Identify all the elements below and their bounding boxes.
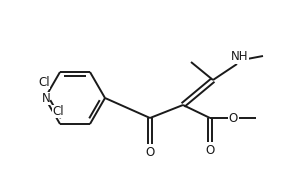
Text: N: N [42,92,50,105]
Text: O: O [228,112,238,124]
Text: O: O [206,143,215,156]
Text: NH: NH [231,51,249,64]
Text: O: O [145,146,155,159]
Text: Cl: Cl [38,76,50,89]
Text: Cl: Cl [52,105,64,118]
